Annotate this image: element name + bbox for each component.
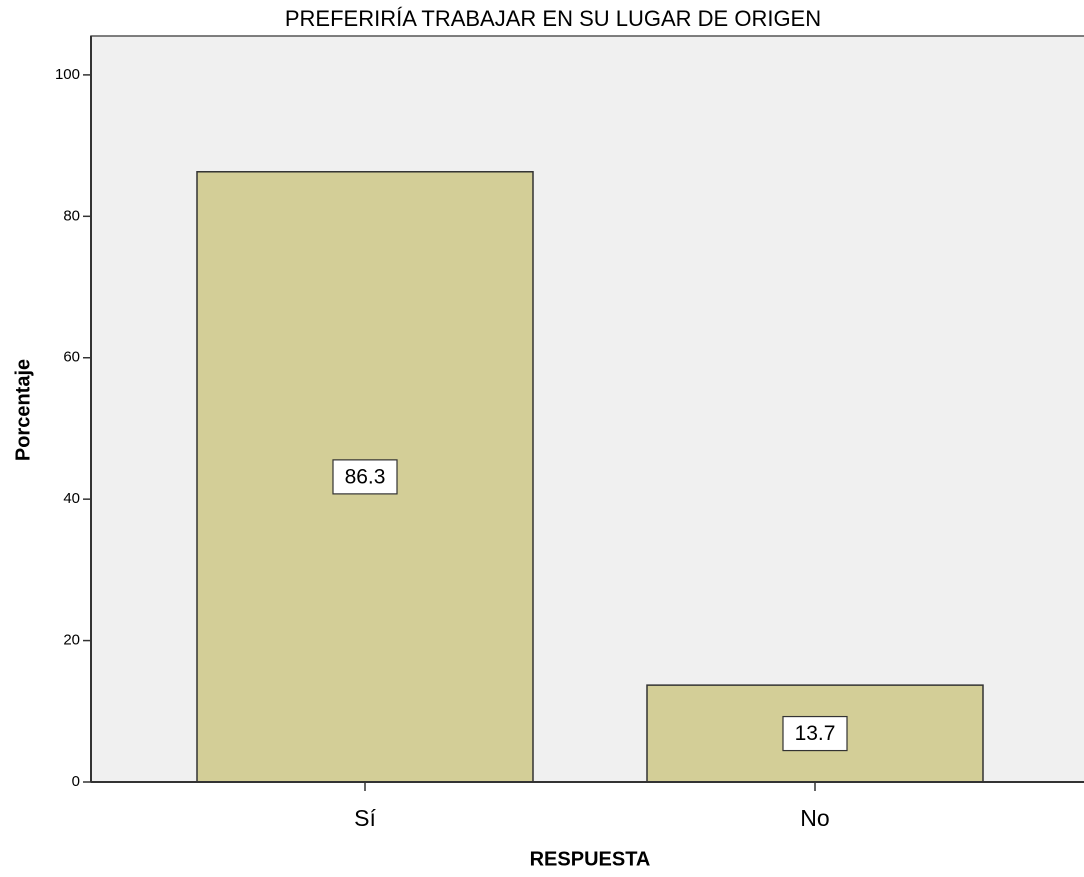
x-axis-label: RESPUESTA	[530, 848, 651, 870]
y-tick-label: 20	[63, 632, 80, 649]
y-tick-label: 0	[72, 773, 80, 790]
y-tick-label: 100	[55, 66, 80, 83]
x-tick-label: Sí	[354, 805, 376, 831]
value-label-box	[332, 459, 398, 495]
value-label: 13.7	[795, 722, 836, 745]
y-tick-label: 40	[63, 490, 80, 507]
chart-title: PREFERIRÍA TRABAJAR EN SU LUGAR DE ORIGE…	[285, 6, 821, 31]
y-axis-label: Porcentaje	[12, 359, 34, 461]
y-tick-label: 60	[63, 349, 80, 366]
x-tick-label: No	[800, 805, 829, 831]
value-label: 86.3	[345, 465, 386, 488]
y-tick-label: 80	[63, 207, 80, 224]
value-label-box	[782, 715, 848, 752]
bar	[646, 684, 984, 783]
